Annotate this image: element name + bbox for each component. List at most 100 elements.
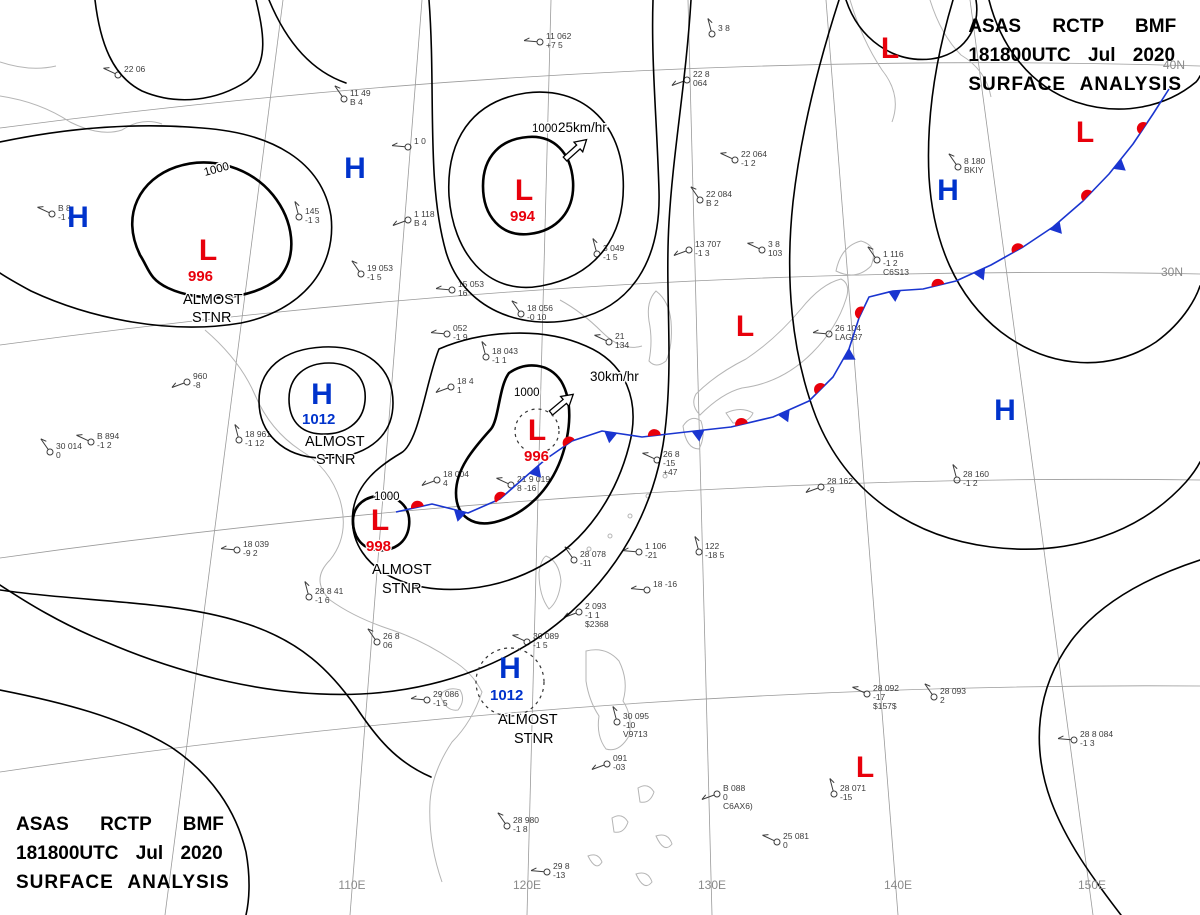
pressure-system-h: H [937,174,959,207]
coastline-ryukyu-island [662,473,668,479]
station-circle-icon [825,330,833,338]
station-text: 28 8 084 [1080,729,1113,739]
isobar [0,689,250,915]
station-text: 18 004 [443,469,469,479]
station-text: B 4 [350,97,363,107]
station-plot: 3 8 [707,18,730,38]
station-text: -1 6 [315,595,330,605]
station-circle-icon [423,696,431,704]
wind-barb-tick-icon [630,585,637,590]
wind-barb-icon [623,550,637,553]
station-text: 28 093 [940,686,966,696]
station-circle-icon [507,481,515,489]
wind-barb-icon [435,387,449,393]
meridian-line [687,0,713,915]
station-plot: 2 093-1 1$2368 [563,601,609,629]
wind-barb-tick-icon [430,329,437,334]
wind-barb-icon [592,238,597,252]
cold-front-triangle-icon [777,409,790,423]
meridian-line [164,0,284,915]
wind-barb-tick-icon [642,452,649,454]
wind-barb-tick-icon [829,778,835,784]
wind-barb-tick-icon [948,153,955,157]
longitude-label: 130E [698,878,726,892]
warm-front-semicircle-icon [410,500,424,509]
wind-barb-icon [805,487,819,493]
isobar [258,346,394,459]
pressure-value: 996 [524,448,549,465]
wind-barb-icon [411,698,425,701]
wind-barb-tick-icon [171,382,177,388]
wind-barb-icon [234,424,239,438]
parallel-line [0,685,1200,773]
station-text: -1 5 [603,252,618,262]
station-plot: 13 707-1 3 [673,239,721,258]
station-text: -1 12 [245,438,265,448]
station-text: B 4 [414,218,427,228]
station-plot: 1 106-21 [622,541,667,560]
pressure-system-l: L [1076,116,1094,149]
station-text: -10 [623,720,636,730]
station-circle-icon [817,483,825,491]
pressure-value: 1012 [302,411,335,428]
station-text: B 894 [97,431,119,441]
station-circle-icon [953,476,961,484]
cold-front-triangle-icon [453,509,467,522]
station-text: -9 [827,485,835,495]
station-text: -11 [580,558,592,568]
wind-barb-tick-icon [512,634,519,636]
movement-arrow-25kmhr [562,138,588,162]
wind-barb-icon [334,85,343,97]
station-plot: 29 086-1 5 [410,689,459,708]
pressure-letter: H [67,201,89,234]
station-text: 28 092 [873,683,899,693]
wind-barb-icon [76,434,89,442]
station-text: 29 086 [433,689,459,699]
station-text: 18 -16 [653,579,677,589]
isobar-label: 1000 [374,491,400,503]
station-text: -18 5 [705,550,725,560]
wind-barb-icon [221,548,235,551]
station-text: 06 [383,640,393,650]
pressure-letter: H [344,152,366,185]
wind-barb-tick-icon [747,242,754,244]
station-circle-icon [643,586,651,594]
station-text: 1 116 [883,249,904,259]
isobar [448,91,625,289]
wind-barb-tick-icon [351,260,358,264]
station-text: -8 [193,380,201,390]
station-text: 26 104 [835,323,861,333]
wind-barb-tick-icon [367,628,374,632]
station-text: -9 2 [243,548,258,558]
station-text: 21 9 019 [517,474,550,484]
pressure-note: STNR [192,310,231,326]
pressure-system-l: L [881,32,899,65]
pressure-letter: L [856,751,874,784]
station-text: 134 [615,340,629,350]
cold-front-triangle-icon [1113,158,1126,171]
coastline-northwest-land [0,61,163,133]
wind-barb-tick-icon [103,67,110,69]
wind-barb-icon [524,40,538,43]
station-circle-icon [635,548,643,556]
wind-barb-icon [436,288,450,291]
station-circle-icon [87,438,95,446]
station-text: 0 [56,450,61,460]
station-plot: 22 06 [103,64,146,79]
coastline-bohai [559,299,643,348]
station-text: 1 0 [414,136,426,146]
station-text: -1 2 [883,258,898,268]
station-plot: 18 961-1 12 [234,424,271,448]
station-plot: 18 41 [435,376,474,395]
warm-front-semicircle-icon [1136,121,1147,134]
wind-barb-icon [690,186,699,198]
station-circle-icon [683,76,691,84]
wind-barb-tick-icon [334,85,341,89]
station-text: -15 [840,792,853,802]
station-circle-icon [695,548,703,556]
